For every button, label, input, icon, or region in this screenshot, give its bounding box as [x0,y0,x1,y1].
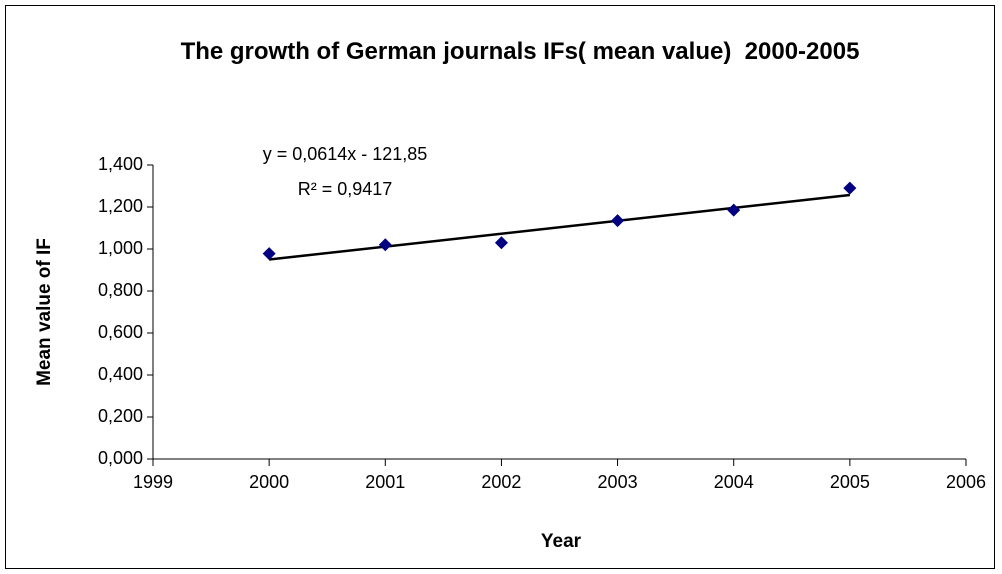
y-tick-label: 1,400 [98,154,143,174]
x-tick-label: 2002 [481,472,521,492]
y-tick-label: 0,600 [98,322,143,342]
x-tick-label: 2004 [714,472,754,492]
data-point [378,238,392,252]
x-tick-label: 2003 [598,472,638,492]
chart-title: The growth of German journals IFs( mean … [180,38,860,65]
trendline-r2: R² = 0,9417 [298,179,393,199]
x-tick-label: 2001 [365,472,405,492]
x-axis-label: Year [541,531,582,552]
trendline-equation: y = 0,0614x - 121,85 [263,144,428,164]
y-tick-label: 0,400 [98,364,143,384]
y-tick-label: 1,200 [98,196,143,216]
data-point [727,203,741,217]
data-point [494,236,508,250]
y-tick-label: 0,800 [98,280,143,300]
chart-border [5,5,995,569]
data-point [611,214,625,228]
trendline [269,193,850,261]
y-tick-label: 1,000 [98,238,143,258]
x-tick-label: 1999 [133,472,173,492]
data-point [843,181,857,195]
x-tick-label: 2005 [830,472,870,492]
y-tick-label: 0,200 [98,406,143,426]
x-tick-label: 2000 [249,472,289,492]
y-tick-label: 0,000 [98,448,143,468]
data-point [262,247,276,261]
y-axis-label: Mean value of IF [34,238,55,386]
x-tick-label: 2006 [946,472,986,492]
